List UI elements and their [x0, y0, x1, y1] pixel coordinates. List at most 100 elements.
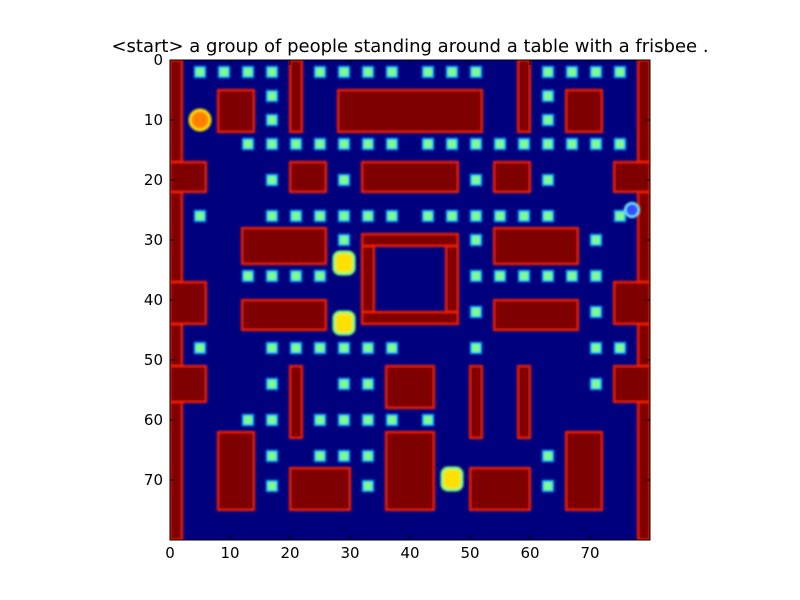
pellet: [194, 210, 206, 222]
pellet: [266, 66, 278, 78]
pellet: [290, 270, 302, 282]
pellet: [542, 66, 554, 78]
y-tick-label: 40: [144, 291, 163, 309]
pellet: [446, 138, 458, 150]
pellet: [446, 66, 458, 78]
ghost: [332, 310, 356, 336]
maze-wall: [445, 233, 459, 325]
pellet: [290, 342, 302, 354]
pellet: [470, 306, 482, 318]
pellet: [422, 66, 434, 78]
pellet: [566, 66, 578, 78]
pellet: [566, 270, 578, 282]
pellet: [470, 138, 482, 150]
pellet: [614, 342, 626, 354]
pellet: [194, 342, 206, 354]
x-tick-label: 20: [280, 544, 299, 562]
pellet: [542, 480, 554, 492]
pellet: [194, 66, 206, 78]
pellet: [338, 174, 350, 186]
maze-wall: [241, 299, 327, 331]
maze-wall: [517, 60, 531, 133]
maze-wall: [613, 281, 650, 325]
y-tick-label: 20: [144, 171, 163, 189]
pellet: [266, 114, 278, 126]
pellet: [242, 414, 254, 426]
pellet: [386, 138, 398, 150]
maze-wall: [361, 161, 459, 193]
pellet: [338, 234, 350, 246]
pellet: [338, 414, 350, 426]
pellet: [338, 450, 350, 462]
pellet: [494, 270, 506, 282]
maze-wall: [289, 161, 327, 193]
x-tick-label: 70: [580, 544, 599, 562]
y-tick-label: 70: [144, 471, 163, 489]
pellet: [266, 414, 278, 426]
x-tick-label: 50: [460, 544, 479, 562]
pellet: [218, 66, 230, 78]
pellet: [386, 66, 398, 78]
pellet: [470, 210, 482, 222]
maze-wall: [493, 227, 579, 265]
pellet: [362, 66, 374, 78]
maze-wall: [241, 227, 327, 265]
pellet: [494, 210, 506, 222]
maze-wall: [217, 431, 255, 511]
pellet: [314, 210, 326, 222]
y-tick-label: 60: [144, 411, 163, 429]
pellet: [542, 174, 554, 186]
y-tick-label: 10: [144, 111, 163, 129]
pellet: [338, 66, 350, 78]
pellet: [242, 270, 254, 282]
pellet: [266, 210, 278, 222]
pellet: [590, 66, 602, 78]
plot-title: <start> a group of people standing aroun…: [111, 36, 709, 57]
pellet: [590, 342, 602, 354]
pellet: [266, 174, 278, 186]
pellet: [362, 210, 374, 222]
pellet: [266, 378, 278, 390]
y-tick-label: 50: [144, 351, 163, 369]
pellet: [386, 210, 398, 222]
pellet: [494, 138, 506, 150]
pellet: [266, 450, 278, 462]
pellet: [422, 138, 434, 150]
pellet: [386, 342, 398, 354]
pellet: [362, 378, 374, 390]
pellet: [590, 234, 602, 246]
maze-wall: [469, 467, 531, 511]
maze-wall: [565, 89, 603, 133]
pellet: [314, 270, 326, 282]
pellet: [338, 378, 350, 390]
ghost: [440, 466, 464, 492]
maze-wall: [385, 365, 435, 409]
maze-wall: [469, 365, 483, 439]
x-tick-label: 10: [220, 544, 239, 562]
pellet: [422, 414, 434, 426]
maze-wall: [613, 161, 650, 193]
maze-wall: [289, 365, 303, 439]
maze-wall: [361, 233, 459, 247]
pellet: [314, 450, 326, 462]
maze-wall: [517, 365, 531, 439]
pellet: [338, 342, 350, 354]
pellet: [590, 378, 602, 390]
pellet: [470, 234, 482, 246]
pellet: [266, 138, 278, 150]
pellet: [470, 270, 482, 282]
ghost-edge: [624, 202, 640, 218]
pellet: [542, 90, 554, 102]
pellet: [314, 414, 326, 426]
y-tick-label: 30: [144, 231, 163, 249]
pellet: [542, 114, 554, 126]
pellet: [314, 342, 326, 354]
pellet: [542, 270, 554, 282]
pellet: [338, 210, 350, 222]
pacman: [188, 108, 212, 132]
pellet: [590, 306, 602, 318]
pellet: [338, 138, 350, 150]
pellet: [446, 210, 458, 222]
pellet: [542, 210, 554, 222]
